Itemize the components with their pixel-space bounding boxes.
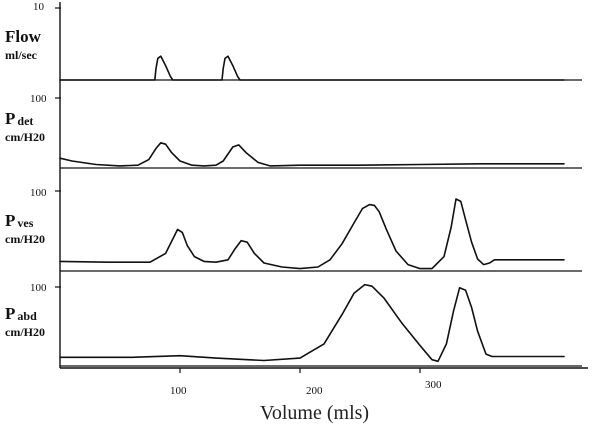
ytick-pdet: 100	[30, 93, 47, 105]
xtick-300: 300	[425, 379, 442, 391]
panel-unit-pabd: cm/H20	[5, 325, 45, 339]
panel-unit-pdet: cm/H20	[5, 130, 45, 144]
trace-pves	[59, 198, 565, 270]
panel-sub-pabd: abd	[17, 309, 37, 323]
x-axis-label: Volume (mls)	[260, 402, 370, 424]
panel-label-flow: Flow ml/sec	[5, 28, 41, 61]
ytick-pves: 100	[30, 187, 47, 199]
trace-flow	[59, 55, 565, 81]
panel-name-flow: Flow	[5, 27, 41, 46]
trace-pdet	[59, 142, 565, 167]
panel-sub-pves: ves	[17, 216, 34, 230]
panel-name-pdet: P	[5, 109, 16, 128]
panel-name-pves: P	[5, 211, 16, 230]
ytick-flow: 10	[33, 1, 44, 13]
xtick-200: 200	[306, 385, 323, 397]
panel-sub-pdet: det	[17, 114, 34, 128]
ytick-pabd: 100	[30, 282, 47, 294]
panel-unit-pves: cm/H20	[5, 232, 45, 246]
xtick-100: 100	[170, 385, 187, 397]
trace-pabd	[59, 283, 565, 363]
panel-unit-flow: ml/sec	[5, 48, 37, 62]
panel-name-pabd: P	[5, 304, 16, 323]
